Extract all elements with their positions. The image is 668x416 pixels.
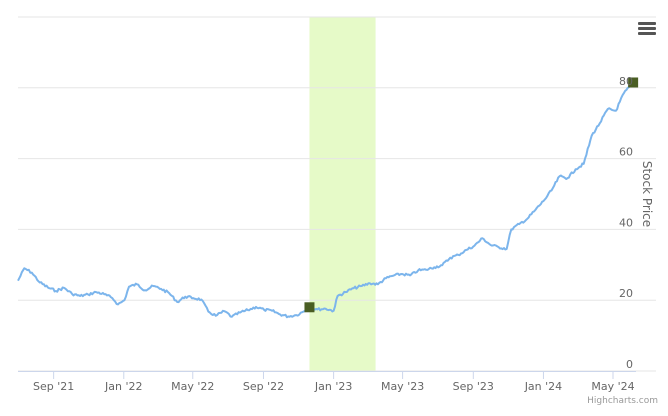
event-marker	[628, 77, 639, 88]
credits-link[interactable]: Highcharts.com	[587, 396, 658, 406]
event-marker	[304, 302, 315, 313]
hamburger-menu-icon	[638, 22, 656, 25]
y-tick-label: 20	[619, 287, 633, 300]
chart-menu-button[interactable]	[636, 20, 658, 40]
highlight-band	[309, 17, 376, 371]
y-axis-title: Stock Price	[640, 161, 654, 227]
y-tick-label: 0	[626, 358, 633, 371]
stock-price-line	[17, 81, 634, 319]
axis-layer	[18, 371, 636, 379]
series-layer	[17, 81, 634, 319]
x-tick-label: Jan '22	[104, 380, 142, 393]
x-tick-label: Sep '21	[33, 380, 74, 393]
tick-label-layer: 0 20 40 60 80 Sep '21 Jan '22 May '22 Sep '22 Jan…	[33, 75, 635, 393]
y-tick-label: 40	[619, 216, 633, 229]
x-tick-label: May '23	[381, 380, 424, 393]
x-tick-label: Sep '23	[453, 380, 494, 393]
x-tick-label: Jan '24	[524, 380, 562, 393]
x-tick-label: May '22	[171, 380, 214, 393]
marker-layer	[304, 77, 639, 313]
x-tick-label: Jan '23	[314, 380, 352, 393]
y-tick-label: 60	[619, 146, 633, 159]
y-tick-label: 80	[619, 75, 633, 88]
x-tick-label: Sep '22	[243, 380, 284, 393]
x-tick-label: May '24	[591, 380, 634, 393]
highlight-band-layer	[309, 17, 376, 371]
